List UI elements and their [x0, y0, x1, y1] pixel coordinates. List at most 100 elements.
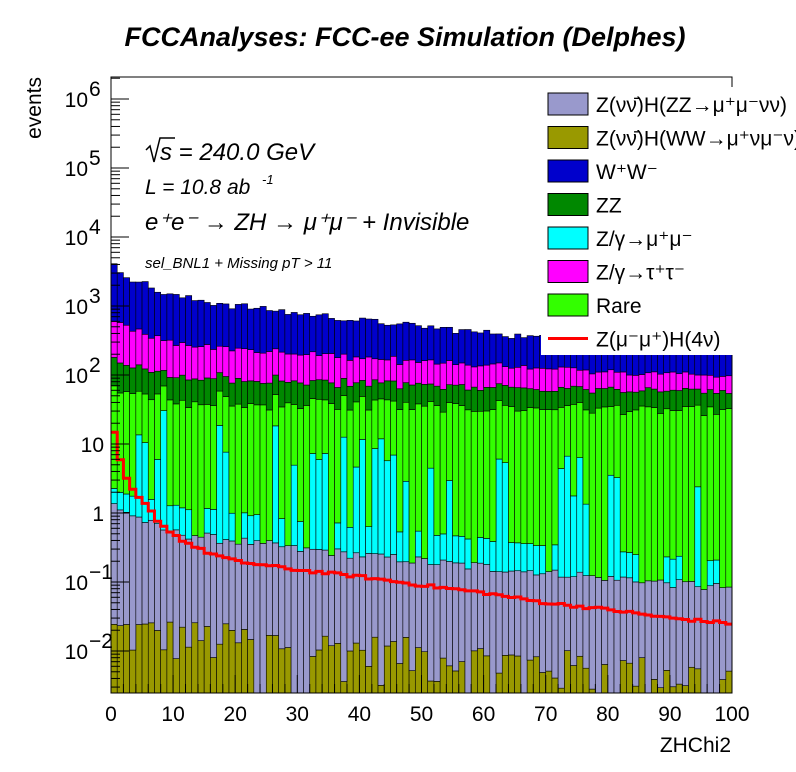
bar-2-83 — [626, 552, 633, 579]
bar-6-52 — [433, 328, 441, 365]
bar-2-26 — [272, 425, 279, 544]
bar-4-39 — [352, 382, 360, 403]
bar-5-12 — [185, 345, 193, 381]
bar-0-18 — [222, 623, 230, 693]
bar-6-61 — [489, 333, 497, 365]
bar-2-55 — [452, 535, 460, 564]
bar-5-68 — [532, 367, 540, 390]
bar-4-22 — [247, 380, 255, 404]
bar-1-67 — [526, 570, 534, 661]
bar-6-97 — [713, 352, 720, 378]
bar-6-50 — [421, 327, 429, 361]
bar-5-32 — [309, 351, 317, 381]
bar-2-11 — [179, 507, 186, 536]
bar-4-30 — [296, 382, 304, 409]
bar-1-11 — [179, 534, 186, 628]
bar-0-50 — [421, 651, 429, 693]
bar-4-20 — [234, 378, 242, 405]
bar-4-78 — [595, 388, 602, 409]
bar-2-43 — [377, 438, 385, 555]
bar-3-84 — [632, 409, 640, 555]
bar-4-71 — [551, 390, 559, 411]
bar-4-76 — [582, 389, 590, 411]
bar-5-9 — [166, 339, 174, 378]
bar-5-65 — [514, 366, 522, 388]
bar-0-11 — [179, 626, 186, 693]
bar-5-30 — [296, 354, 304, 384]
bar-2-53 — [439, 533, 447, 561]
bar-6-4 — [135, 281, 143, 330]
bar-0-83 — [626, 662, 633, 693]
bar-6-59 — [477, 332, 484, 367]
bar-1-81 — [613, 579, 621, 693]
bar-1-7 — [154, 523, 161, 631]
bar-3-35 — [328, 403, 335, 556]
bar-2-18 — [222, 451, 230, 540]
bar-1-28 — [284, 545, 292, 648]
bar-1-25 — [265, 540, 273, 636]
bar-1-83 — [626, 577, 633, 664]
bar-5-17 — [216, 345, 224, 373]
bar-2-89 — [663, 556, 671, 584]
bar-0-91 — [675, 683, 683, 693]
bar-2-34 — [321, 453, 329, 551]
bar-5-58 — [470, 366, 478, 388]
bar-2-2 — [123, 493, 130, 513]
bar-5-50 — [421, 360, 429, 385]
bar-4-38 — [346, 385, 354, 411]
bar-5-18 — [222, 346, 230, 377]
bar-2-82 — [619, 551, 627, 578]
y-tick-exponent: −2 — [89, 630, 113, 653]
bar-6-23 — [253, 307, 261, 353]
bar-3-61 — [489, 409, 497, 542]
bar-0-53 — [439, 657, 447, 693]
bar-3-44 — [383, 399, 391, 462]
bar-1-70 — [545, 571, 553, 672]
bar-5-88 — [657, 373, 664, 393]
bar-1-57 — [464, 568, 472, 693]
bar-4-11 — [179, 374, 186, 401]
bar-6-32 — [309, 315, 317, 353]
bar-2-45 — [390, 454, 397, 555]
bar-1-21 — [241, 537, 248, 630]
signal-line-group — [111, 430, 732, 626]
bar-5-36 — [334, 357, 342, 388]
bar-4-63 — [501, 385, 509, 406]
bar-0-71 — [551, 677, 559, 693]
bar-3-74 — [570, 404, 578, 497]
bar-6-18 — [222, 303, 230, 348]
bar-0-92 — [682, 685, 689, 693]
bar-0-1 — [116, 625, 124, 693]
bar-3-19 — [228, 405, 236, 514]
bar-4-93 — [688, 388, 696, 407]
bar-2-39 — [352, 466, 360, 554]
bar-4-8 — [160, 370, 168, 387]
bar-1-47 — [402, 561, 410, 638]
series-5-bars — [111, 321, 732, 394]
bar-3-15 — [203, 404, 211, 509]
bar-3-81 — [613, 404, 621, 478]
bar-3-31 — [303, 405, 311, 549]
bar-1-65 — [514, 570, 522, 657]
bar-4-42 — [371, 379, 379, 401]
bar-4-43 — [377, 382, 385, 400]
bar-6-39 — [352, 320, 360, 358]
bar-5-16 — [210, 349, 217, 379]
bar-0-14 — [197, 640, 205, 693]
bar-3-45 — [390, 400, 397, 456]
bar-1-75 — [576, 571, 584, 657]
bar-5-93 — [688, 373, 696, 390]
bar-5-26 — [272, 348, 279, 376]
bar-1-50 — [421, 558, 429, 652]
bar-1-53 — [439, 559, 447, 659]
bar-4-35 — [328, 382, 335, 404]
bar-3-51 — [427, 401, 435, 469]
bar-2-64 — [508, 542, 515, 572]
bar-4-68 — [532, 389, 540, 409]
bar-3-96 — [706, 406, 714, 562]
legend-label-0: Z(νν̄)H(ZZ→μ⁺μ⁻νν) — [596, 94, 787, 117]
bar-5-77 — [588, 373, 596, 394]
bar-4-14 — [197, 379, 205, 406]
bar-6-35 — [328, 318, 335, 354]
bar-3-36 — [334, 409, 342, 524]
